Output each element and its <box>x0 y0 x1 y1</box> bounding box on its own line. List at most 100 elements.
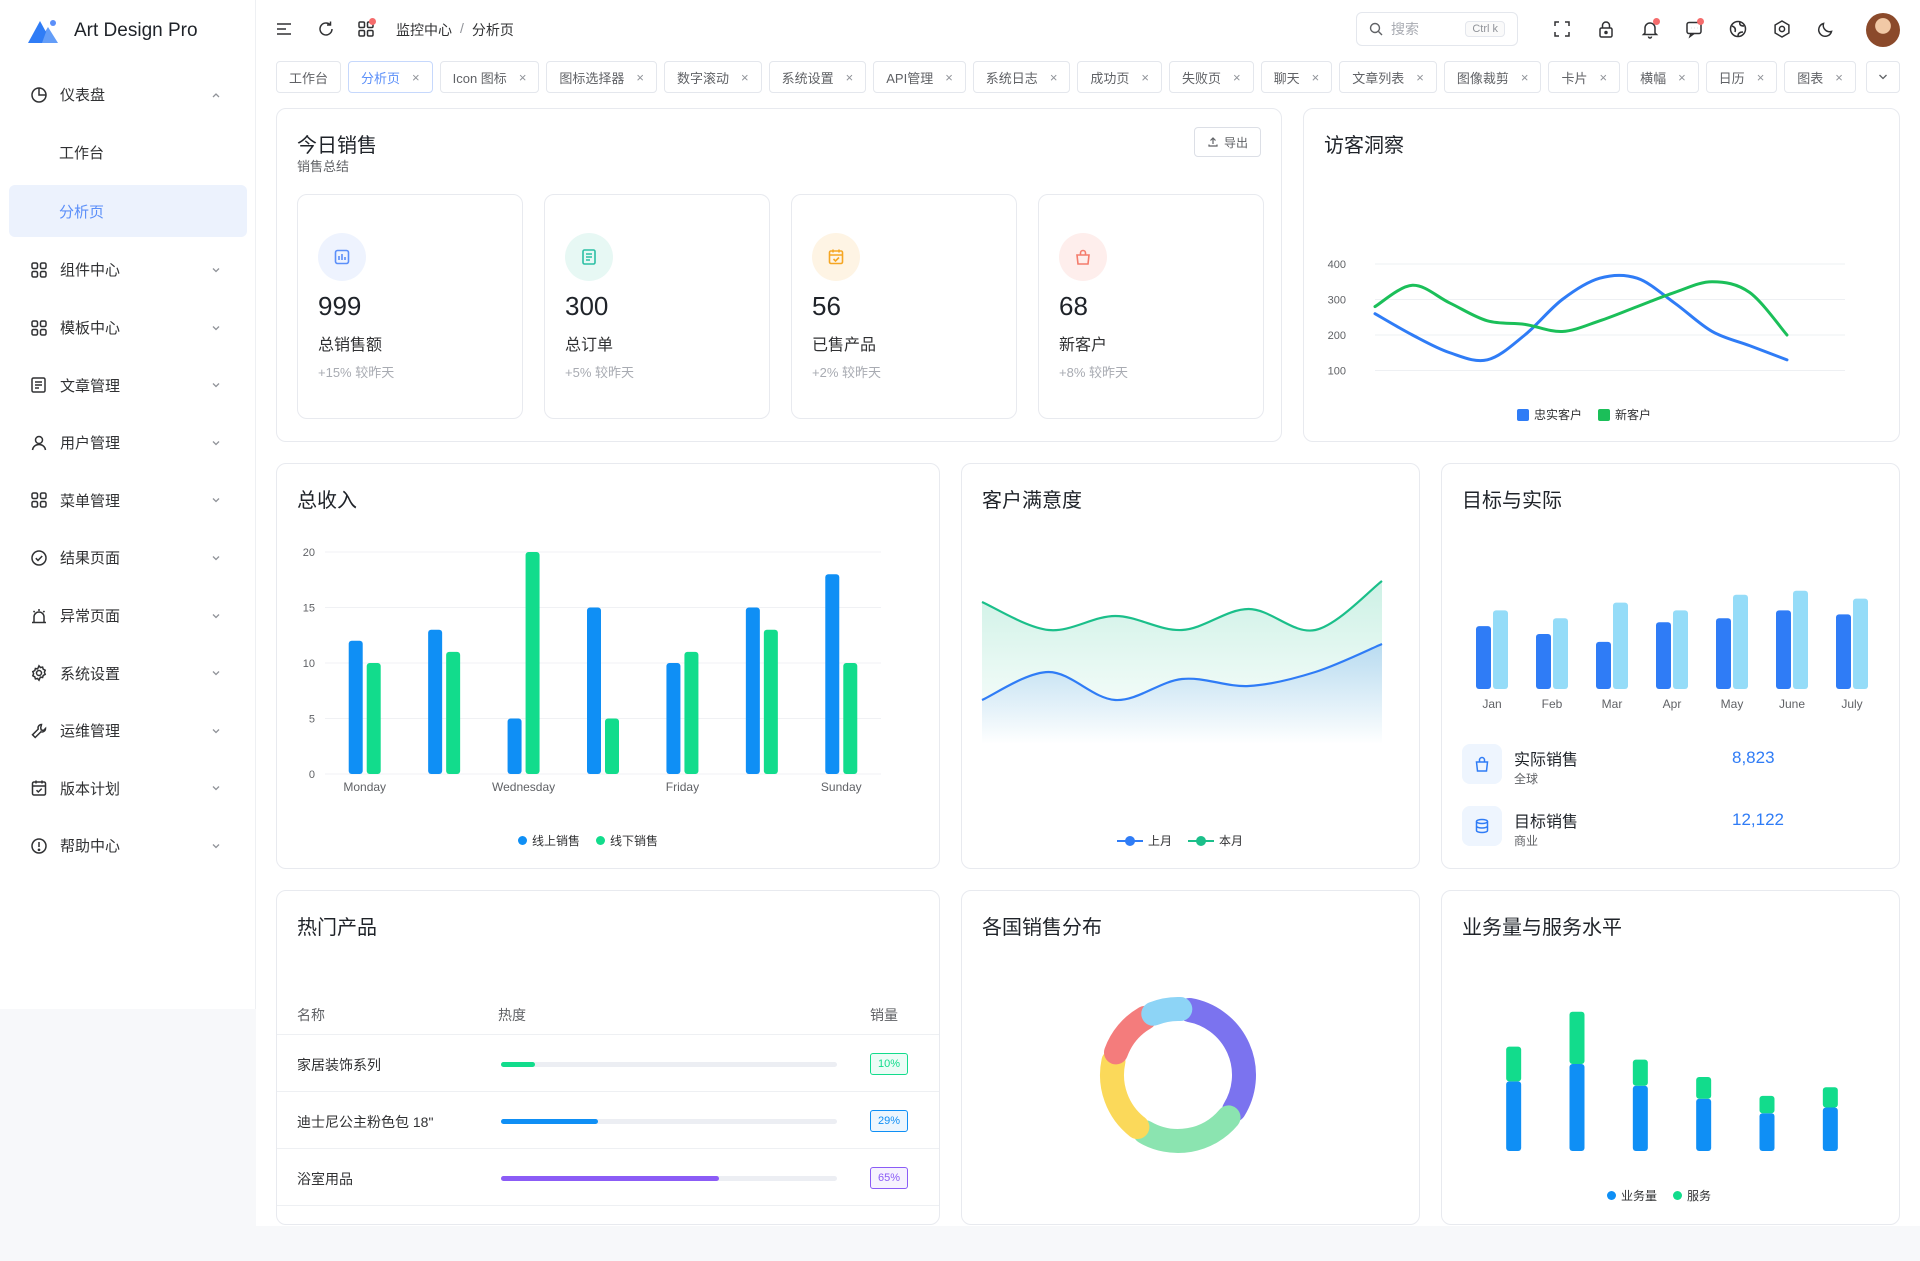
series-line <box>1373 273 1789 363</box>
sidebar-item-results[interactable]: 结果页面 <box>0 529 256 587</box>
legend-item[interactable]: 服务 <box>1673 1187 1711 1204</box>
close-icon[interactable]: × <box>945 69 953 85</box>
sales-percent-badge: 29% <box>870 1110 908 1132</box>
tab-item[interactable]: 成功页 × <box>1077 61 1163 93</box>
menu-toggle-icon[interactable] <box>274 19 294 39</box>
close-icon[interactable]: × <box>1049 69 1058 85</box>
close-icon[interactable]: × <box>1678 69 1686 85</box>
tab-item[interactable]: 工作台 <box>276 61 342 93</box>
app-logo[interactable]: Art Design Pro <box>26 14 198 48</box>
settings-icon[interactable] <box>1772 19 1792 39</box>
lock-icon[interactable] <box>1596 19 1616 39</box>
close-icon[interactable]: × <box>1416 69 1424 85</box>
sidebar-item-users[interactable]: 用户管理 <box>0 414 256 472</box>
sidebar-item-ops[interactable]: 运维管理 <box>0 702 256 760</box>
close-icon[interactable]: × <box>636 69 645 85</box>
export-button[interactable]: 导出 <box>1193 127 1261 157</box>
tab-item[interactable]: 数字滚动 × <box>664 61 762 93</box>
y-tick-label: 15 <box>303 603 315 615</box>
tab-item[interactable]: 横幅 × <box>1627 61 1699 93</box>
globe-icon[interactable] <box>1728 19 1748 39</box>
user-icon <box>30 434 48 452</box>
legend-item[interactable]: 线下销售 <box>596 832 658 849</box>
apps-icon[interactable] <box>356 18 376 39</box>
search-input[interactable]: 搜索 Ctrl k <box>1356 12 1518 46</box>
close-icon[interactable]: × <box>741 69 749 85</box>
sidebar-item-help[interactable]: 帮助中心 <box>0 817 256 875</box>
tab-item[interactable]: 图标选择器 × <box>546 61 658 93</box>
database-icon <box>1462 806 1502 846</box>
sidebar-subitem-workbench[interactable]: 工作台 <box>59 144 105 162</box>
sidebar-item-dashboard[interactable]: 仪表盘 <box>0 66 256 124</box>
tab-item[interactable]: 图表 × <box>1784 61 1856 93</box>
table-row[interactable] <box>277 1206 939 1224</box>
table-row[interactable]: 迪士尼公主粉色包 18" 29% <box>277 1092 939 1149</box>
sidebar-item-templates[interactable]: 模板中心 <box>0 299 256 357</box>
tab-item[interactable]: 聊天 × <box>1260 61 1333 93</box>
legend-label: 上月 <box>1148 834 1173 848</box>
sales-percent-badge: 10% <box>870 1053 908 1075</box>
metric-subtitle: 商业 <box>1514 834 1539 848</box>
x-tick-label: Wednesday <box>492 780 555 794</box>
tab-item[interactable]: 卡片 × <box>1548 61 1621 93</box>
tab-item[interactable]: API管理 × <box>873 61 966 93</box>
legend-item[interactable]: 线上销售 <box>518 832 580 849</box>
close-icon[interactable]: × <box>1835 69 1843 85</box>
card-title: 今日销售 <box>297 135 377 157</box>
tabs-more-button[interactable] <box>1866 61 1900 93</box>
chat-icon[interactable] <box>1684 18 1704 39</box>
sidebar-item-settings[interactable]: 系统设置 <box>0 644 256 702</box>
tab-item[interactable]: 失败页 × <box>1169 61 1254 93</box>
close-icon[interactable]: × <box>1311 69 1320 85</box>
stat-card: 300 总订单 +5% 较昨天 <box>544 194 770 419</box>
close-icon[interactable]: × <box>518 69 527 85</box>
close-icon[interactable]: × <box>1756 69 1765 85</box>
app-name: Art Design Pro <box>74 20 198 41</box>
column-header: 名称 <box>297 1007 325 1023</box>
x-tick-label: Jan <box>1482 697 1501 711</box>
sidebar-item-menus[interactable]: 菜单管理 <box>0 472 256 530</box>
legend-item[interactable]: 业务量 <box>1607 1187 1657 1204</box>
breadcrumb-item[interactable]: 监控中心 <box>396 22 452 38</box>
close-icon[interactable]: × <box>1520 69 1529 85</box>
dark-mode-icon[interactable] <box>1816 19 1836 39</box>
sidebar-footer-area <box>0 1009 256 1261</box>
tab-item[interactable]: 分析页 × <box>348 61 433 93</box>
stat-change: +5% 较昨天 <box>565 365 634 380</box>
legend-item[interactable]: 忠实客户 <box>1517 406 1582 423</box>
sidebar-item-exceptions[interactable]: 异常页面 <box>0 587 256 645</box>
metric-title: 实际销售 <box>1514 752 1579 769</box>
close-icon[interactable]: × <box>1141 69 1150 85</box>
user-avatar[interactable] <box>1866 13 1900 47</box>
tab-label: API管理 <box>886 70 934 86</box>
legend-item[interactable]: 本月 <box>1188 832 1243 849</box>
table-row[interactable]: 浴室用品 65% <box>277 1149 939 1206</box>
fullscreen-icon[interactable] <box>1552 19 1572 39</box>
tab-label: 系统设置 <box>781 70 834 86</box>
close-icon[interactable]: × <box>1599 69 1608 85</box>
chart-legend: 上月 本月 <box>1117 832 1243 849</box>
sidebar-subitem-analysis[interactable]: 分析页 <box>9 185 247 238</box>
tab-item[interactable]: 文章列表 × <box>1339 61 1437 93</box>
table-row[interactable]: 家居装饰系列 10% <box>277 1035 939 1092</box>
x-tick-label: Sunday <box>821 780 862 794</box>
tab-item[interactable]: 系统设置 × <box>768 61 867 93</box>
close-icon[interactable]: × <box>412 69 420 85</box>
tab-label: 图表 <box>1797 70 1824 86</box>
sidebar-item-articles[interactable]: 文章管理 <box>0 356 256 414</box>
refresh-icon[interactable] <box>316 19 336 39</box>
sidebar-item-versions[interactable]: 版本计划 <box>0 760 256 818</box>
total-income-card: 总收入 0 5 10 15 20 Monday Wednesday Friday Sunday … <box>276 463 940 869</box>
sidebar-item-components[interactable]: 组件中心 <box>0 241 256 299</box>
gear-icon <box>30 664 48 682</box>
legend-item[interactable]: 新客户 <box>1598 406 1651 423</box>
close-icon[interactable]: × <box>1233 69 1241 85</box>
donut-slice <box>1177 998 1256 1122</box>
tab-item[interactable]: Icon 图标 × <box>439 61 540 93</box>
tab-item[interactable]: 系统日志 × <box>972 61 1071 93</box>
legend-item[interactable]: 上月 <box>1117 832 1172 849</box>
tab-item[interactable]: 日历 × <box>1705 61 1778 93</box>
tab-item[interactable]: 图像裁剪 × <box>1443 61 1542 93</box>
bell-icon[interactable] <box>1640 18 1660 39</box>
close-icon[interactable]: × <box>845 69 854 85</box>
